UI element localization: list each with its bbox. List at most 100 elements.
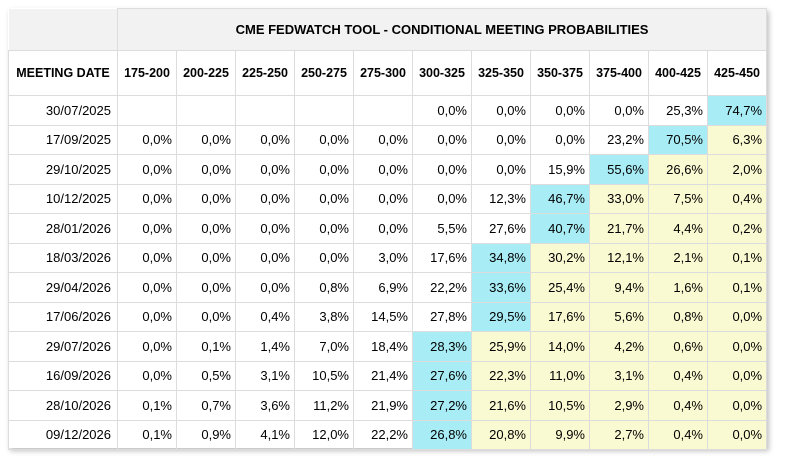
probability-cell: 0,7% bbox=[176, 390, 236, 421]
probability-cell: 0,0% bbox=[176, 301, 236, 332]
probability-cell: 17,6% bbox=[412, 242, 472, 273]
probability-cell: 0,0% bbox=[294, 183, 354, 214]
probability-cell: 6,3% bbox=[706, 124, 768, 155]
table-row: 16/09/2026 0,0% 0,5% 3,1% 10,5% 21,4% 27,6% 22,… bbox=[8, 360, 768, 391]
probability-cell: 4,1% bbox=[235, 419, 295, 450]
probability-cell: 12,0% bbox=[294, 419, 354, 450]
probability-cell: 12,3% bbox=[471, 183, 531, 214]
probability-cell: 0,0% bbox=[117, 213, 177, 244]
probability-cell: 0,0% bbox=[471, 124, 531, 155]
probability-cell: 0,5% bbox=[176, 360, 236, 391]
probability-cell: 18,4% bbox=[353, 331, 413, 362]
meeting-date-header: MEETING DATE bbox=[8, 50, 118, 96]
probability-cell: 26,6% bbox=[648, 154, 708, 185]
rate-range-header: 300-325 bbox=[412, 50, 472, 96]
rate-range-header: 175-200 bbox=[117, 50, 177, 96]
probability-cell: 25,9% bbox=[471, 331, 531, 362]
probability-cell: 0,0% bbox=[706, 331, 768, 362]
probability-cell: 0,4% bbox=[648, 419, 708, 450]
probability-cell: 22,2% bbox=[412, 272, 472, 303]
probability-cell: 74,7% bbox=[706, 95, 768, 126]
probability-cell: 0,4% bbox=[648, 390, 708, 421]
corner-cell bbox=[8, 8, 118, 51]
probability-cell: 0,0% bbox=[471, 154, 531, 185]
probability-cell: 5,6% bbox=[589, 301, 649, 332]
probability-cell: 2,7% bbox=[589, 419, 649, 450]
probability-cell: 21,6% bbox=[471, 390, 531, 421]
probability-cell: 0,4% bbox=[706, 183, 768, 214]
table-body: 30/07/2025 0,0% 0,0% 0,0% 0,0% 25,3% 74,7% 17/0… bbox=[8, 95, 768, 450]
meeting-date-cell: 30/07/2025 bbox=[8, 95, 118, 126]
probability-cell: 0,0% bbox=[294, 213, 354, 244]
probability-cell: 0,0% bbox=[235, 213, 295, 244]
probability-cell: 0,0% bbox=[176, 154, 236, 185]
probability-cell: 27,8% bbox=[412, 301, 472, 332]
probability-cell: 11,2% bbox=[294, 390, 354, 421]
probability-cell: 28,3% bbox=[412, 331, 472, 362]
probability-cell bbox=[353, 95, 413, 126]
probability-cell: 0,0% bbox=[176, 242, 236, 273]
meeting-date-cell: 16/09/2026 bbox=[8, 360, 118, 391]
probability-cell: 0,9% bbox=[176, 419, 236, 450]
probability-cell: 25,4% bbox=[530, 272, 590, 303]
table-row: 17/09/2025 0,0% 0,0% 0,0% 0,0% 0,0% 0,0% 0,0% 0,… bbox=[8, 124, 768, 155]
table-row: 28/10/2026 0,1% 0,7% 3,6% 11,2% 21,9% 27,2% 21,… bbox=[8, 390, 768, 421]
probability-cell: 0,1% bbox=[117, 390, 177, 421]
probability-cell: 2,0% bbox=[706, 154, 768, 185]
meeting-date-cell: 18/03/2026 bbox=[8, 242, 118, 273]
probability-cell: 30,2% bbox=[530, 242, 590, 273]
meeting-date-cell: 29/10/2025 bbox=[8, 154, 118, 185]
probability-cell: 0,0% bbox=[706, 390, 768, 421]
probability-cell: 0,4% bbox=[648, 360, 708, 391]
probability-cell: 0,0% bbox=[235, 124, 295, 155]
probability-cell: 0,6% bbox=[648, 331, 708, 362]
probability-cell: 3,1% bbox=[589, 360, 649, 391]
probability-cell: 1,6% bbox=[648, 272, 708, 303]
probability-cell: 22,3% bbox=[471, 360, 531, 391]
probability-cell: 0,0% bbox=[294, 242, 354, 273]
probability-cell: 34,8% bbox=[471, 242, 531, 273]
probability-cell: 0,0% bbox=[235, 272, 295, 303]
probability-cell: 21,4% bbox=[353, 360, 413, 391]
probability-cell: 4,4% bbox=[648, 213, 708, 244]
probability-cell: 0,0% bbox=[353, 183, 413, 214]
title-row: CME FEDWATCH TOOL - CONDITIONAL MEETING … bbox=[8, 8, 768, 51]
probability-cell: 29,5% bbox=[471, 301, 531, 332]
probability-cell: 0,0% bbox=[117, 360, 177, 391]
table-row: 30/07/2025 0,0% 0,0% 0,0% 0,0% 25,3% 74,7% bbox=[8, 95, 768, 126]
probability-cell: 5,5% bbox=[412, 213, 472, 244]
probability-cell bbox=[117, 95, 177, 126]
probability-cell: 11,0% bbox=[530, 360, 590, 391]
probability-cell: 3,8% bbox=[294, 301, 354, 332]
probabilities-table: CME FEDWATCH TOOL - CONDITIONAL MEETING … bbox=[8, 8, 768, 450]
probability-cell: 14,0% bbox=[530, 331, 590, 362]
probability-cell: 46,7% bbox=[530, 183, 590, 214]
probability-cell: 0,0% bbox=[176, 124, 236, 155]
meeting-date-cell: 17/09/2025 bbox=[8, 124, 118, 155]
column-header-row: MEETING DATE 175-200 200-225 225-250 250-27… bbox=[8, 50, 768, 96]
probability-cell: 0,0% bbox=[353, 154, 413, 185]
rate-range-header: 325-350 bbox=[471, 50, 531, 96]
probability-cell: 0,0% bbox=[117, 183, 177, 214]
table-row: 28/01/2026 0,0% 0,0% 0,0% 0,0% 0,0% 5,5% 27,6% 4… bbox=[8, 213, 768, 244]
table-row: 29/10/2025 0,0% 0,0% 0,0% 0,0% 0,0% 0,0% 0,0% 15… bbox=[8, 154, 768, 185]
meeting-date-cell: 17/06/2026 bbox=[8, 301, 118, 332]
probability-cell: 0,1% bbox=[706, 242, 768, 273]
probability-cell: 0,0% bbox=[117, 272, 177, 303]
rate-range-header: 275-300 bbox=[353, 50, 413, 96]
rate-range-header: 350-375 bbox=[530, 50, 590, 96]
probability-cell: 0,1% bbox=[176, 331, 236, 362]
meeting-date-cell: 28/10/2026 bbox=[8, 390, 118, 421]
probability-cell: 7,5% bbox=[648, 183, 708, 214]
table-row: 09/12/2026 0,1% 0,9% 4,1% 12,0% 22,2% 26,8% 20,… bbox=[8, 419, 768, 450]
probability-cell: 15,9% bbox=[530, 154, 590, 185]
probability-cell: 0,0% bbox=[176, 272, 236, 303]
probability-cell: 17,6% bbox=[530, 301, 590, 332]
probability-cell: 21,7% bbox=[589, 213, 649, 244]
probability-cell: 70,5% bbox=[648, 124, 708, 155]
probability-cell bbox=[294, 95, 354, 126]
probability-cell: 0,8% bbox=[648, 301, 708, 332]
probability-cell: 40,7% bbox=[530, 213, 590, 244]
rate-range-header: 200-225 bbox=[176, 50, 236, 96]
meeting-date-cell: 29/04/2026 bbox=[8, 272, 118, 303]
